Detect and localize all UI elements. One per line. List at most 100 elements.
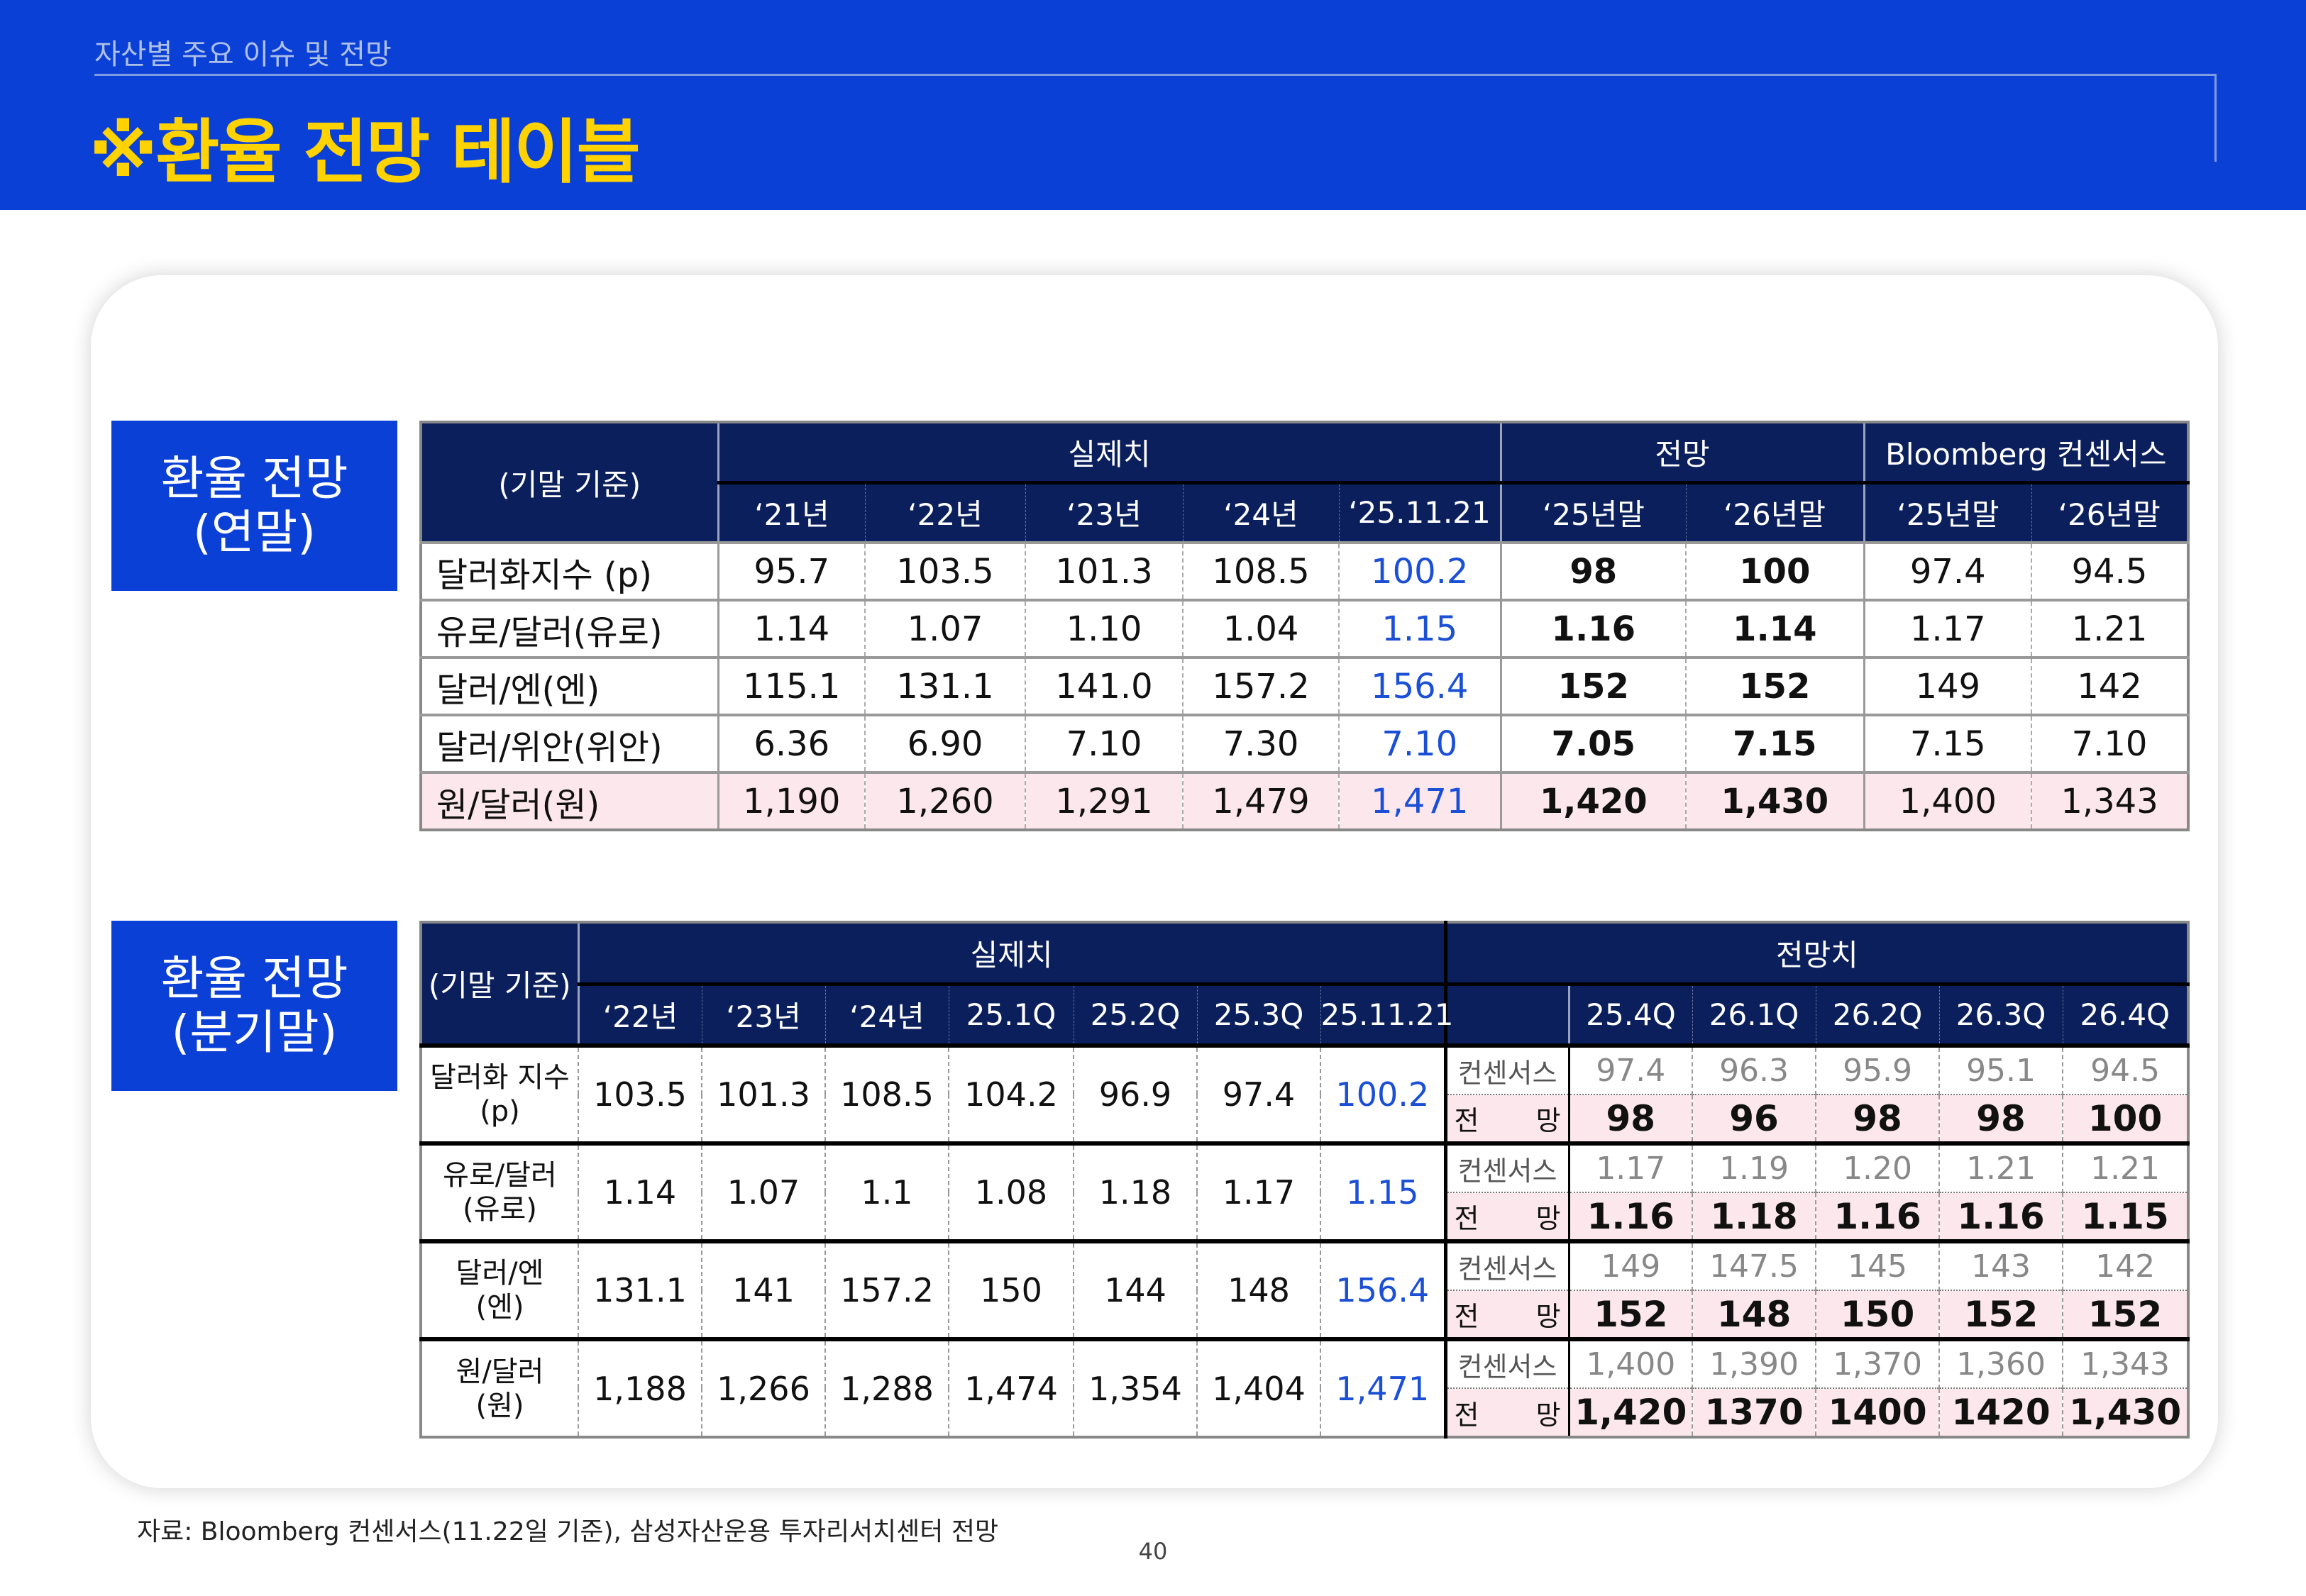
column-header-blank — [1443, 984, 1569, 1046]
table-cell: 1,474 — [948, 1337, 1074, 1437]
forecast-cell: 1370 — [1692, 1387, 1816, 1437]
row-label-line: 유로/달러 — [443, 1159, 557, 1192]
table-row-consensus: 유로/달러 (유로) 1.14 1.07 1.1 1.08 1.18 1.17 1.15 컨센서스… — [421, 1141, 2189, 1241]
column-header: ‘26년말 — [1685, 482, 1865, 543]
table-cell: 1.07 — [701, 1141, 825, 1241]
forecast-cell: 150 — [1815, 1290, 1940, 1339]
table-cell: 1,430 — [1685, 771, 1865, 830]
row-label: 유로/달러(유로) — [421, 599, 719, 658]
table-cell: 1.07 — [864, 599, 1025, 658]
table-cell: 1,420 — [1499, 771, 1687, 830]
consensus-label: 컨센서스 — [1443, 1239, 1569, 1290]
column-header: ‘23년 — [1025, 482, 1183, 543]
column-header: ‘22년 — [864, 482, 1025, 543]
consensus-cell: 1,390 — [1692, 1337, 1816, 1388]
forecast-cell: 152 — [1567, 1290, 1693, 1339]
row-label-line: 달러/엔 — [456, 1257, 544, 1290]
table-cell: 1.14 — [578, 1141, 702, 1241]
table-cell: 157.2 — [824, 1239, 949, 1339]
forecast-label-char: 망 — [1535, 1399, 1561, 1431]
forecast-cell: 98 — [1938, 1094, 2063, 1143]
column-header: 26.4Q — [2062, 984, 2189, 1046]
table-cell: 1.21 — [2031, 599, 2189, 658]
consensus-cell: 1,370 — [1815, 1337, 1940, 1388]
consensus-cell: 1.21 — [2062, 1141, 2189, 1192]
table-cell: 152 — [1685, 656, 1865, 715]
forecast-cell: 1.16 — [1815, 1192, 1940, 1241]
column-header: ‘25년말 — [1499, 482, 1687, 543]
column-header: ‘21년 — [717, 482, 865, 543]
header-row-columns: ‘22년 ‘23년 ‘24년 25.1Q 25.2Q 25.3Q 25.11.21 25.4Q… — [421, 984, 2189, 1046]
row-label: 원/달러(원) — [421, 1337, 579, 1437]
table-cell: 97.4 — [1863, 541, 2032, 600]
column-header: 25.4Q — [1567, 984, 1693, 1046]
table-cell: 95.7 — [717, 541, 865, 600]
table-cell: 141 — [701, 1239, 825, 1339]
table-cell: 98 — [1499, 541, 1687, 600]
forecast-label-char: 전 — [1454, 1203, 1479, 1234]
table-cell: 1,343 — [2031, 771, 2189, 830]
page-number: 40 — [1138, 1538, 1168, 1565]
table-cell: 7.10 — [1025, 714, 1183, 772]
consensus-cell: 1,360 — [1938, 1337, 2063, 1388]
table-cell: 115.1 — [717, 656, 865, 715]
forecast-cell: 96 — [1692, 1094, 1816, 1143]
column-header: 26.3Q — [1938, 984, 2063, 1046]
column-header: ‘22년 — [578, 984, 702, 1046]
table-cell: 100.2 — [1319, 1043, 1446, 1143]
column-header: 26.2Q — [1815, 984, 1940, 1046]
table-row-forecast: 전 망 98 96 98 98 100 — [421, 1094, 2189, 1143]
table-row: 원/달러(원) 1,190 1,260 1,291 1,479 1,471 1,420 1,4… — [421, 771, 2189, 830]
forecast-label-char: 전 — [1454, 1105, 1479, 1136]
column-header: 25.1Q — [948, 984, 1074, 1046]
forecast-label-char: 전 — [1454, 1399, 1479, 1431]
table-cell: 100 — [1685, 541, 1865, 600]
row-label: 달러화 지수 (p) — [421, 1043, 579, 1143]
table-cell: 7.15 — [1685, 714, 1865, 772]
annual-section-tag: 환율 전망 (연말) — [111, 421, 397, 591]
row-label: 원/달러(원) — [421, 771, 719, 830]
row-label-line: (p) — [480, 1095, 520, 1128]
annual-fx-table: (기말 기준) 실제치 전망 Bloomberg 컨센서스 ‘21년 ‘22년 ‘23년 ‘2… — [419, 421, 2190, 831]
source-note: 자료: Bloomberg 컨센서스(11.22일 기준), 삼성자산운용 투자… — [137, 1517, 999, 1546]
forecast-label-char: 망 — [1535, 1301, 1561, 1332]
table-row: 유로/달러(유로) 1.14 1.07 1.10 1.04 1.15 1.16 1.14 1.1… — [421, 599, 2189, 658]
table-cell: 1.17 — [1863, 599, 2032, 658]
column-header: ‘24년 — [1182, 482, 1339, 543]
table-cell: 7.10 — [2031, 714, 2189, 772]
table-row: 달러/엔(엔) 115.1 131.1 141.0 157.2 156.4 152 152 14… — [421, 656, 2189, 715]
table-cell: 144 — [1073, 1239, 1197, 1339]
forecast-label-char: 망 — [1535, 1203, 1561, 1234]
consensus-cell: 1,343 — [2062, 1337, 2189, 1388]
forecast-cell: 152 — [2062, 1290, 2189, 1339]
table-cell: 6.36 — [717, 714, 865, 772]
consensus-cell: 149 — [1567, 1239, 1693, 1290]
forecast-cell: 1.18 — [1692, 1192, 1816, 1241]
consensus-cell: 145 — [1815, 1239, 1940, 1290]
row-label-line: (유로) — [463, 1193, 537, 1226]
table-cell: 96.9 — [1073, 1043, 1197, 1143]
tag-line: (연말) — [193, 505, 316, 560]
table-cell: 97.4 — [1196, 1043, 1320, 1143]
table-cell: 156.4 — [1319, 1239, 1446, 1339]
table-cell: 156.4 — [1337, 656, 1501, 715]
table-cell: 1,260 — [864, 771, 1025, 830]
table-cell: 108.5 — [1182, 541, 1339, 600]
column-header: ‘26년말 — [2031, 482, 2189, 543]
column-group-header: 실제치 — [578, 922, 1446, 986]
row-label-line: 달러화 지수 — [430, 1061, 570, 1094]
table-row: 달러/위안(위안) 6.36 6.90 7.10 7.30 7.10 7.05 7.15 7.1… — [421, 714, 2189, 772]
unit-label: (기말 기준) — [421, 922, 580, 1048]
column-header: 25.3Q — [1196, 984, 1320, 1046]
consensus-cell: 1,400 — [1567, 1337, 1693, 1388]
quarterly-section-tag: 환율 전망 (분기말) — [111, 921, 397, 1091]
consensus-label: 컨센서스 — [1443, 1043, 1569, 1095]
table-cell: 7.05 — [1499, 714, 1687, 772]
